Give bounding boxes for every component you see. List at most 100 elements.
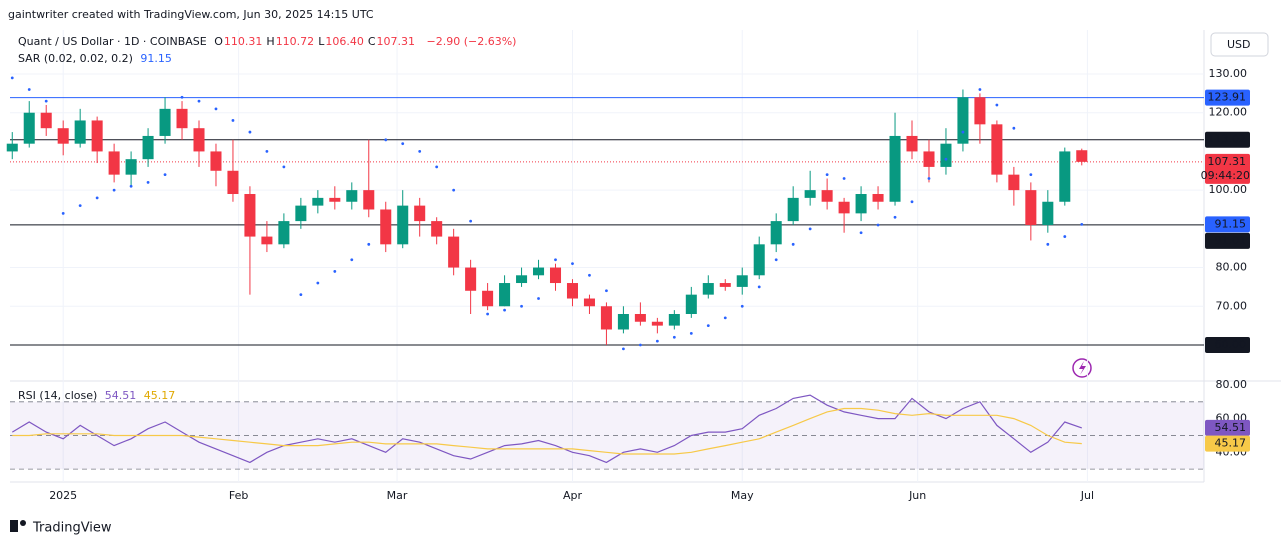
candle-body: [821, 190, 833, 202]
y-tick-label: 100.00: [1209, 183, 1248, 196]
x-tick-label: 2025: [49, 489, 77, 502]
rsi-last-label: 45.17: [1215, 437, 1247, 450]
sar-dot: [214, 107, 218, 111]
sar-name: SAR (0.02, 0.02, 0.2): [18, 52, 133, 65]
sar-dot: [265, 150, 269, 153]
rsi-line: [11, 394, 1082, 464]
x-tick-label: Jul: [1080, 489, 1094, 502]
ohlc-key: O: [214, 35, 223, 48]
sar-dot: [95, 196, 99, 200]
candle-body: [1076, 150, 1088, 162]
logo-mark: [10, 520, 18, 532]
candle-body: [600, 306, 612, 330]
candle-body: [312, 197, 324, 206]
sar-dot: [791, 242, 795, 246]
logo-dot: [20, 520, 26, 526]
sar-label: 91.15: [1215, 217, 1247, 230]
candle-body: [566, 283, 578, 299]
sar-dot: [316, 281, 320, 285]
sar-dot: [299, 293, 303, 297]
sar-dot: [248, 130, 252, 134]
ohlc-key: C: [367, 35, 376, 48]
attribution: gaintwriter created with TradingView.com…: [8, 8, 374, 21]
sar-dot: [740, 304, 744, 308]
candle-body: [516, 275, 528, 284]
sar-dot: [44, 99, 48, 103]
sar-dot: [622, 347, 625, 351]
x-tick-label: Jun: [908, 489, 926, 502]
sar-dot: [486, 312, 489, 316]
ohlc: O110.31 H110.72 L106.40 C107.31: [214, 35, 419, 48]
candle-body: [176, 108, 188, 129]
level-label: 123.91: [1208, 91, 1247, 104]
symbol: Quant / US Dollar · 1D · COINBASE: [18, 35, 207, 48]
rsi-value: 54.51: [104, 389, 137, 402]
sar-dot: [944, 157, 948, 161]
sar-dot: [367, 242, 371, 246]
sar-dot: [723, 316, 727, 320]
change: −2.90 (−2.63%): [426, 35, 517, 48]
sar-dot: [1080, 222, 1084, 226]
ohlc-value: 110.31: [223, 35, 263, 48]
candle-body: [57, 128, 69, 144]
currency-button[interactable]: [1210, 32, 1269, 57]
candle-body: [414, 205, 426, 222]
sar-dot: [876, 223, 880, 227]
candle-body: [142, 135, 154, 160]
alert-icon[interactable]: [1072, 358, 1092, 378]
sar-dot: [537, 297, 540, 300]
sar-dot: [401, 142, 405, 146]
sar-dot: [333, 270, 337, 273]
sar-dot: [163, 173, 167, 177]
sar-dot: [571, 262, 574, 266]
candle-body: [1008, 174, 1020, 191]
sar-value: 91.15: [140, 52, 172, 65]
level-label-box: [1205, 89, 1250, 106]
sar-dot: [995, 103, 999, 107]
candle-body: [974, 97, 986, 125]
candle-body: [549, 267, 562, 284]
candle-body: [753, 244, 765, 276]
candle-body: [448, 236, 460, 268]
sar-dot: [1012, 126, 1016, 130]
candle-body: [193, 128, 205, 152]
candle-body: [431, 221, 443, 237]
candle-body: [719, 283, 731, 287]
ohlc-key: H: [266, 35, 275, 48]
currency[interactable]: USD: [1227, 38, 1251, 51]
candle-body: [855, 194, 867, 214]
candle-body: [244, 194, 256, 237]
ohlc-key: L: [318, 35, 325, 48]
candle-body: [957, 97, 969, 144]
rsi-line: [12, 407, 1082, 455]
y-tick-label: 70.00: [1216, 299, 1248, 312]
rsi-last-box: [1205, 435, 1250, 452]
sar-dot: [910, 200, 914, 204]
sar-dot: [757, 285, 761, 289]
candle-body: [6, 143, 18, 152]
candle-body: [906, 135, 918, 152]
candle-body: [159, 108, 171, 136]
y-tick-label: 80.00: [1216, 261, 1248, 274]
rsi-last-box: [1205, 419, 1250, 436]
sar-dot: [520, 304, 523, 308]
sar-dot: [808, 227, 812, 231]
candle-body: [702, 283, 714, 295]
candle-body: [23, 112, 35, 144]
candle-body: [329, 197, 341, 202]
sar-dot: [655, 339, 659, 343]
candle-body: [668, 314, 680, 326]
sar-dot: [180, 95, 184, 99]
candle-body: [227, 170, 239, 195]
y-tick-label: 130.00: [1209, 67, 1248, 80]
candle-body: [363, 190, 375, 210]
sar-dot: [1063, 235, 1067, 238]
candle-body: [1059, 151, 1071, 202]
sar-dot: [706, 324, 710, 328]
candle-body: [91, 120, 103, 152]
level-label: 91.01: [1215, 234, 1247, 247]
candle-body: [923, 151, 935, 167]
candle-body: [108, 151, 120, 175]
rsi-legend: RSI (14, close) 54.51 45.17: [18, 389, 179, 402]
candle-body: [838, 201, 850, 214]
